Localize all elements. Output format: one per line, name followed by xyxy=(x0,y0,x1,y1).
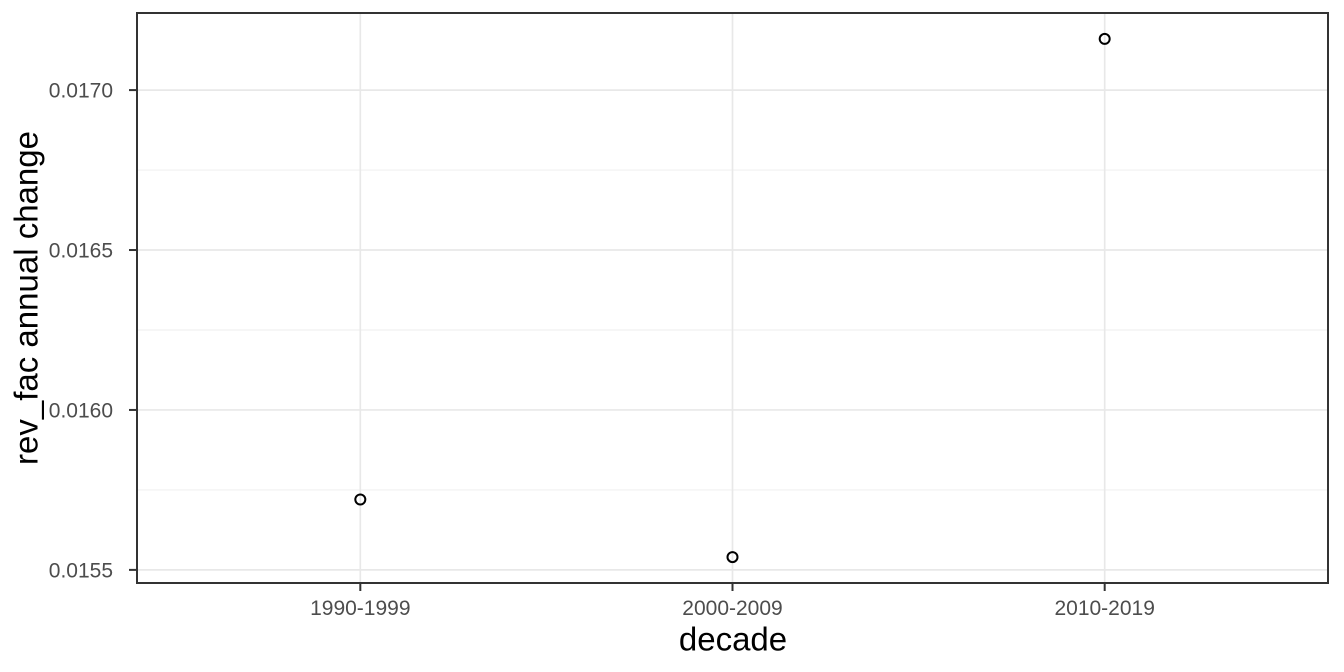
data-point xyxy=(354,493,367,506)
y-tick-label: 0.0160 xyxy=(49,399,113,422)
x-tick-label: 2010-2019 xyxy=(1054,597,1154,620)
panel-border xyxy=(136,12,1329,584)
x-tick-label: 2000-2009 xyxy=(682,597,782,620)
y-tick-label: 0.0155 xyxy=(49,559,113,582)
data-point xyxy=(1098,32,1111,45)
y-tick-label: 0.0165 xyxy=(49,240,113,263)
x-axis-title: decade xyxy=(678,620,788,658)
y-tick-label: 0.0170 xyxy=(49,80,113,103)
y-axis-title: rev_fac annual change xyxy=(7,131,45,465)
data-point xyxy=(726,551,739,564)
x-tick-label: 1990-1999 xyxy=(310,597,410,620)
